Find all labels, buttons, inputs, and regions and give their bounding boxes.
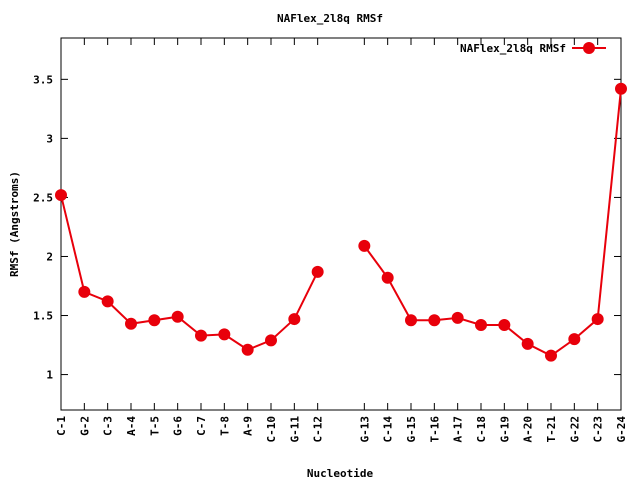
- x-tick-label: A-17: [452, 416, 465, 443]
- x-tick-label: A-20: [522, 416, 535, 443]
- x-tick-label: T-21: [545, 416, 558, 443]
- x-tick-label: C-3: [102, 416, 115, 436]
- data-point-T-8: [218, 328, 231, 341]
- data-point-T-5: [148, 314, 161, 327]
- plot-frame: [60, 37, 622, 411]
- x-tick-label: T-5: [148, 416, 161, 436]
- data-point-G-13: [358, 239, 371, 252]
- x-tick-label: C-23: [592, 416, 605, 443]
- data-point-C-1: [55, 189, 67, 202]
- x-tick-label: G-11: [288, 416, 301, 443]
- series-layer: [55, 82, 627, 362]
- x-tick-label: G-6: [172, 416, 185, 436]
- x-tick-label: C-7: [195, 416, 208, 436]
- data-point-A-4: [125, 317, 137, 330]
- data-point-G-15: [405, 314, 417, 327]
- data-point-C-14: [381, 271, 394, 284]
- data-point-G-11: [288, 313, 301, 326]
- data-point-A-17: [451, 311, 464, 324]
- x-tick-label: C-10: [265, 416, 278, 443]
- x-tick-label: G-19: [498, 416, 511, 443]
- data-point-C-3: [101, 295, 114, 308]
- x-tick-label: G-13: [358, 416, 371, 443]
- y-tick-label: 2.5: [33, 191, 53, 204]
- x-tick-label: C-14: [382, 416, 395, 443]
- data-point-G-24: [615, 82, 627, 95]
- series-line-segment-1: [60, 194, 319, 351]
- x-tick-label: A-9: [242, 416, 255, 436]
- legend: NAFlex_2l8q RMSf: [460, 42, 606, 55]
- data-point-A-9: [241, 343, 254, 356]
- x-tick-label: C-18: [475, 416, 488, 443]
- data-point-A-20: [521, 337, 534, 350]
- data-point-G-22: [568, 333, 581, 346]
- x-tick-label: C-1: [55, 416, 68, 436]
- data-point-G-19: [498, 318, 511, 331]
- data-point-C-23: [591, 313, 604, 326]
- x-tick-label: C-12: [312, 416, 325, 443]
- data-point-C-12: [311, 265, 324, 278]
- x-tick-label: G-15: [405, 416, 418, 443]
- x-tick-label: G-2: [78, 416, 91, 436]
- data-point-G-2: [78, 285, 91, 298]
- x-axis: C-1 G-2 C-3 A-4 T-5 G-6 C-7 T-8 A-9 C-10 G-11 C-12 G…: [55, 38, 628, 443]
- y-tick-label: 2: [46, 250, 53, 263]
- data-point-G-6: [171, 310, 184, 323]
- y-tick-label: 1.5: [33, 310, 53, 323]
- x-tick-label: T-16: [428, 416, 441, 443]
- x-axis-label: Nucleotide: [307, 467, 374, 480]
- x-tick-label: G-24: [615, 416, 628, 443]
- x-tick-label: T-8: [218, 416, 231, 436]
- x-tick-label: A-4: [125, 416, 138, 436]
- data-point-C-10: [265, 334, 277, 347]
- data-point-C-7: [195, 329, 207, 342]
- data-point-T-21: [545, 349, 557, 362]
- y-axis: 1 1.5 2 2.5 3 3.5: [33, 73, 621, 382]
- chart-title: NAFlex_2l8q RMSf: [277, 12, 383, 25]
- series-line-segment-2: [363, 88, 622, 357]
- y-tick-label: 1: [46, 369, 53, 382]
- y-axis-label: RMSf (Angstroms): [8, 171, 21, 277]
- x-tick-label: G-22: [568, 416, 581, 443]
- y-tick-label: 3: [46, 132, 53, 145]
- legend-label: NAFlex_2l8q RMSf: [460, 42, 566, 55]
- data-point-C-18: [475, 318, 487, 331]
- legend-marker: [583, 42, 595, 54]
- data-point-T-16: [428, 314, 441, 327]
- y-tick-label: 3.5: [33, 73, 53, 86]
